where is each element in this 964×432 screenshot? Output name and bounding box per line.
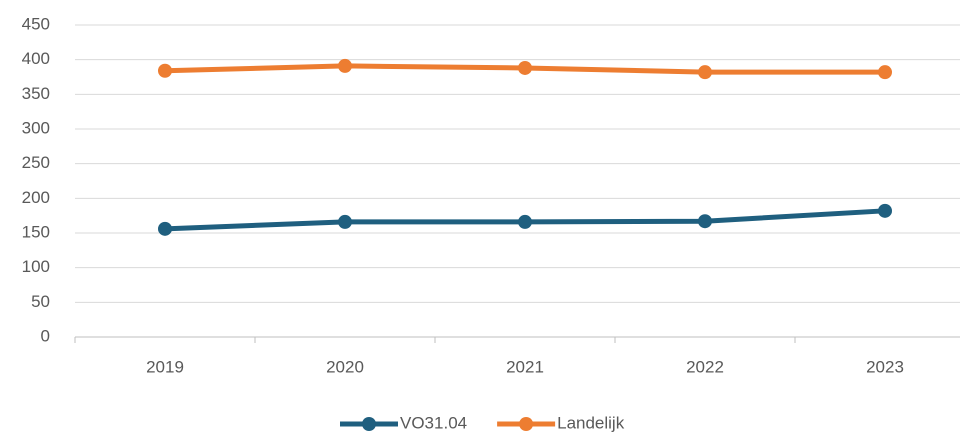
y-tick-label: 200 [22,188,50,207]
point [698,65,712,80]
y-tick-label: 150 [22,222,50,241]
legend-marker [362,417,376,431]
y-tick-label: 250 [22,153,50,172]
legend-item: VO31.04 [340,413,467,432]
x-tick-label: 2022 [686,357,724,376]
point [518,214,532,229]
x-tick-label: 2020 [326,357,364,376]
y-tick-label: 50 [31,292,50,311]
legend-item: Landelijk [497,413,625,432]
point [878,65,892,80]
point [338,58,352,73]
point [338,214,352,229]
legend-marker [519,417,534,431]
y-tick-label: 300 [22,118,50,137]
y-tick-label: 350 [22,84,50,103]
x-tick-label: 2019 [146,357,184,376]
point [698,214,712,229]
y-tick-label: 100 [22,257,50,276]
y-tick-label: 400 [22,49,50,68]
y-tick-label: 0 [41,326,50,345]
point [878,203,892,218]
y-tick-label: 450 [22,14,50,33]
point [158,63,172,78]
point [158,221,172,236]
legend-label: Landelijk [557,413,625,432]
point [518,60,532,75]
x-tick-label: 2023 [866,357,904,376]
x-tick-label: 2021 [506,357,544,376]
legend-label: VO31.04 [400,413,467,432]
